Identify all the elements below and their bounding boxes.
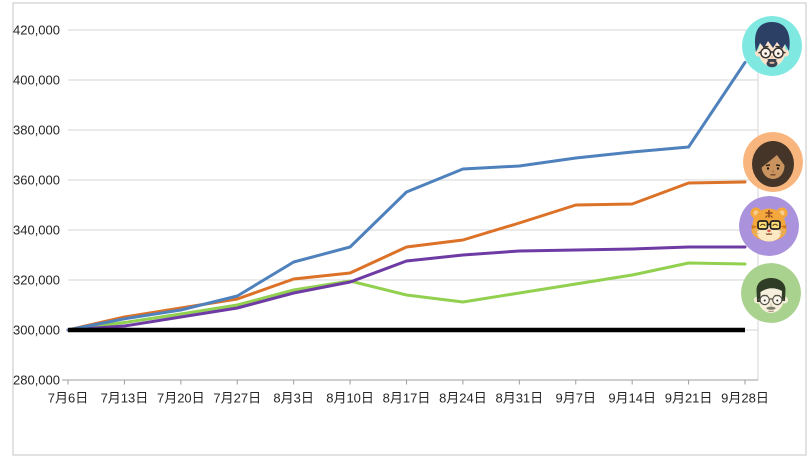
x-axis-label: 9月14日 xyxy=(608,391,656,406)
right-eyebrow xyxy=(775,164,781,167)
x-axis-label: 8月24日 xyxy=(439,391,487,406)
x-axis-label: 8月17日 xyxy=(383,391,431,406)
series-line-member-4-green xyxy=(66,261,747,332)
x-axis-label: 8月31日 xyxy=(495,391,543,406)
x-axis-label: 7月6日 xyxy=(48,391,88,406)
left-eyebrow xyxy=(762,45,769,48)
whisker xyxy=(778,233,786,235)
series-line-member-1-blue xyxy=(66,61,747,332)
left-stripe xyxy=(751,225,758,229)
left-eyebrow xyxy=(765,164,771,167)
y-axis-label: 300,000 xyxy=(13,323,60,338)
x-axis-label: 8月3日 xyxy=(273,391,313,406)
tiger-glasses-avatar-icon xyxy=(739,196,799,256)
right-eyebrow xyxy=(775,45,782,48)
y-axis-label: 400,000 xyxy=(13,73,60,88)
whisker xyxy=(778,229,786,231)
glasses-left-temple xyxy=(758,51,762,54)
y-axis-label: 360,000 xyxy=(13,173,60,188)
man-glasses-mustache-avatar-icon xyxy=(741,263,801,323)
hair-fringe xyxy=(761,152,785,168)
whisker xyxy=(752,229,760,231)
face xyxy=(758,283,784,313)
glasses-right-temple xyxy=(781,298,785,301)
mouth xyxy=(765,232,773,235)
short-hair xyxy=(756,278,786,302)
long-hair-person-avatar-icon xyxy=(743,132,803,192)
whisker xyxy=(752,233,760,235)
x-axis-label: 8月10日 xyxy=(326,391,374,406)
x-axis-label: 9月28日 xyxy=(721,391,769,406)
series-line-member-2-orange xyxy=(66,180,747,332)
mouth xyxy=(769,61,775,64)
y-axis-label: 380,000 xyxy=(13,123,60,138)
forehead-mark-right xyxy=(770,215,773,218)
glasses-right-temple xyxy=(782,51,786,54)
y-axis-label: 340,000 xyxy=(13,223,60,238)
series-line-member-3-purple xyxy=(66,245,747,332)
x-axis-label: 9月21日 xyxy=(665,391,713,406)
mustache xyxy=(766,306,776,310)
right-stripe xyxy=(780,225,787,229)
forehead-mark-left xyxy=(765,215,768,218)
man-glasses-goatee-avatar-icon xyxy=(742,16,802,76)
y-axis-label: 420,000 xyxy=(13,23,60,38)
nose xyxy=(767,229,771,233)
x-axis-label: 7月20日 xyxy=(157,391,205,406)
left-eye xyxy=(763,299,766,302)
right-eye xyxy=(777,52,780,55)
y-axis-label: 320,000 xyxy=(13,273,60,288)
glasses-right-lens xyxy=(769,220,781,230)
left-eye xyxy=(766,167,770,170)
left-eye xyxy=(764,52,767,55)
glasses-left-lens xyxy=(757,220,769,230)
left-happy-eye xyxy=(759,223,766,227)
x-axis-label: 7月27日 xyxy=(213,391,261,406)
right-eye xyxy=(776,167,780,170)
glasses-left-temple xyxy=(757,298,761,301)
chart-frame xyxy=(12,2,807,456)
x-axis-label: 7月13日 xyxy=(101,391,149,406)
right-eye xyxy=(776,299,779,302)
x-axis-label: 9月7日 xyxy=(556,391,596,406)
y-axis-label: 280,000 xyxy=(13,373,60,388)
spiky-hair xyxy=(754,22,790,52)
right-happy-eye xyxy=(772,223,779,227)
